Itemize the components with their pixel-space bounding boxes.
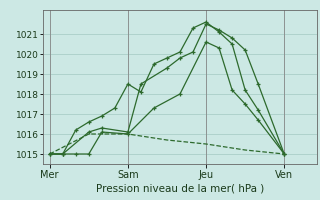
X-axis label: Pression niveau de la mer( hPa ): Pression niveau de la mer( hPa ) <box>96 184 264 194</box>
